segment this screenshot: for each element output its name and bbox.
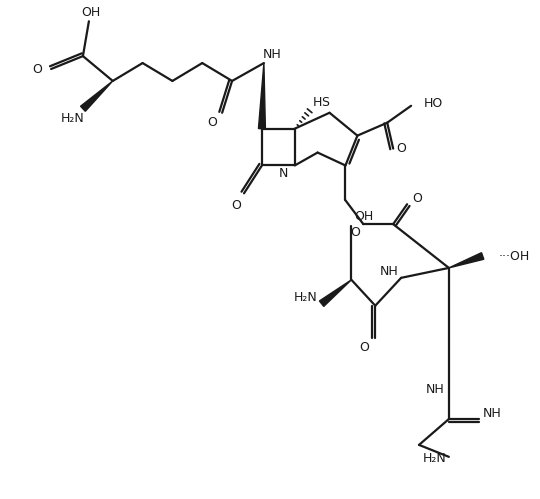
- Polygon shape: [80, 81, 113, 111]
- Text: O: O: [32, 62, 42, 75]
- Text: H: H: [313, 96, 322, 109]
- Text: O: O: [350, 226, 360, 239]
- Text: H₂N: H₂N: [294, 291, 318, 304]
- Text: OH: OH: [355, 210, 374, 223]
- Text: H₂N: H₂N: [61, 112, 85, 125]
- Text: NH: NH: [262, 47, 281, 60]
- Text: O: O: [396, 142, 406, 155]
- Text: S: S: [321, 96, 329, 109]
- Text: O: O: [360, 341, 369, 354]
- Text: NH: NH: [380, 265, 399, 278]
- Text: HO: HO: [423, 97, 443, 110]
- Text: O: O: [412, 192, 422, 205]
- Polygon shape: [449, 252, 484, 268]
- Text: N: N: [279, 167, 288, 180]
- Text: NH: NH: [483, 407, 502, 420]
- Text: OH: OH: [81, 6, 100, 19]
- Polygon shape: [259, 63, 265, 129]
- Text: ···OH: ···OH: [498, 250, 530, 263]
- Polygon shape: [319, 280, 352, 306]
- Text: H₂N: H₂N: [423, 452, 447, 466]
- Text: NH: NH: [426, 383, 444, 396]
- Text: O: O: [207, 116, 217, 129]
- Text: O: O: [231, 199, 241, 212]
